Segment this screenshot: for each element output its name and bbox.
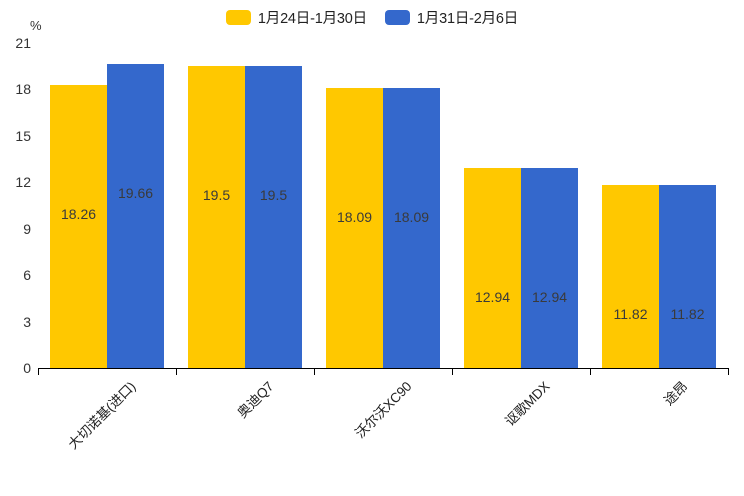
y-axis-labels: 21 18 15 12 9 6 3 0 bbox=[0, 0, 31, 496]
legend-label-0: 1月24日-1月30日 bbox=[257, 11, 367, 27]
bar-value-label: 12.94 bbox=[531, 288, 568, 305]
legend-swatch-blue-icon bbox=[384, 10, 410, 25]
bar[interactable] bbox=[188, 66, 245, 368]
y-axis-tick-label: 12 bbox=[15, 174, 31, 191]
y-axis-tick-label: 18 bbox=[15, 81, 31, 98]
y-axis-tick-label: 6 bbox=[23, 267, 31, 284]
chart-legend: 1月24日-1月30日 1月31日-2月6日 bbox=[0, 7, 744, 28]
legend-label-1: 1月31日-2月6日 bbox=[416, 11, 519, 27]
x-axis-category-label: 讴歌MDX bbox=[502, 378, 553, 430]
legend-item-0[interactable]: 1月24日-1月30日 bbox=[225, 7, 367, 28]
bar[interactable] bbox=[107, 63, 164, 368]
x-axis-category-label: 奥迪Q7 bbox=[234, 378, 277, 421]
x-axis-tick bbox=[176, 368, 177, 375]
y-axis-tick-label: 9 bbox=[23, 220, 31, 237]
legend-swatch-yellow-icon bbox=[225, 10, 251, 25]
bar[interactable] bbox=[602, 185, 659, 368]
bar-value-label: 19.5 bbox=[202, 187, 231, 204]
x-axis-line bbox=[38, 368, 728, 369]
plot-area: 18.26 19.5 18.09 12.94 11.82 19.66 19.5 18.09 12… bbox=[50, 63, 716, 368]
x-axis-category-label: 途昂 bbox=[661, 378, 691, 409]
bar-value-label: 11.82 bbox=[613, 306, 648, 323]
bar[interactable] bbox=[464, 167, 521, 368]
y-axis-tick-label: 21 bbox=[15, 35, 31, 51]
bar[interactable] bbox=[521, 167, 578, 368]
bar[interactable] bbox=[50, 85, 107, 368]
y-axis-tick-label: 0 bbox=[23, 360, 31, 376]
x-axis-category-label: 大切诺基(进口) bbox=[65, 378, 139, 452]
bar-value-label: 11.82 bbox=[670, 306, 705, 323]
bar[interactable] bbox=[659, 185, 716, 368]
y-axis-unit-label: % bbox=[30, 18, 42, 33]
bar[interactable] bbox=[326, 88, 383, 368]
bar[interactable] bbox=[245, 66, 302, 368]
x-axis-tick bbox=[38, 368, 39, 375]
x-axis-category-label: 沃尔沃XC90 bbox=[352, 378, 415, 441]
y-axis-tick-label: 3 bbox=[23, 313, 31, 330]
y-axis-tick-label: 15 bbox=[15, 127, 31, 144]
bar[interactable] bbox=[383, 88, 440, 368]
bar-value-label: 18.09 bbox=[336, 209, 373, 226]
bar-value-label: 19.66 bbox=[117, 184, 154, 201]
x-axis-tick bbox=[728, 368, 729, 375]
bar-value-label: 19.5 bbox=[259, 187, 288, 204]
legend-item-1[interactable]: 1月31日-2月6日 bbox=[384, 7, 519, 28]
bar-value-label: 18.26 bbox=[60, 206, 97, 223]
bar-value-label: 12.94 bbox=[474, 288, 511, 305]
x-axis-tick bbox=[590, 368, 591, 375]
x-axis-tick bbox=[314, 368, 315, 375]
x-axis-tick bbox=[452, 368, 453, 375]
bar-value-label: 18.09 bbox=[393, 209, 430, 226]
